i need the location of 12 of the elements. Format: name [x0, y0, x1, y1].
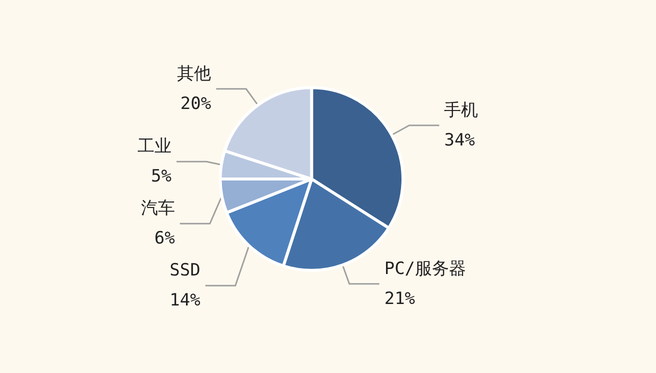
data-label: 6% — [154, 228, 175, 249]
slice-label: 汽车 — [140, 198, 175, 219]
data-label: 14% — [170, 290, 200, 311]
slice-label: SSD — [170, 260, 200, 281]
slice-label: PC/服务器 — [384, 258, 466, 279]
data-label: 21% — [384, 288, 416, 309]
data-label: 5% — [150, 166, 172, 187]
slice-label: 其他 — [177, 64, 212, 84]
slice-label: 工业 — [137, 136, 172, 157]
data-label: 34% — [444, 130, 475, 150]
slice-label: 手机 — [444, 100, 478, 120]
data-label: 20% — [180, 94, 212, 114]
